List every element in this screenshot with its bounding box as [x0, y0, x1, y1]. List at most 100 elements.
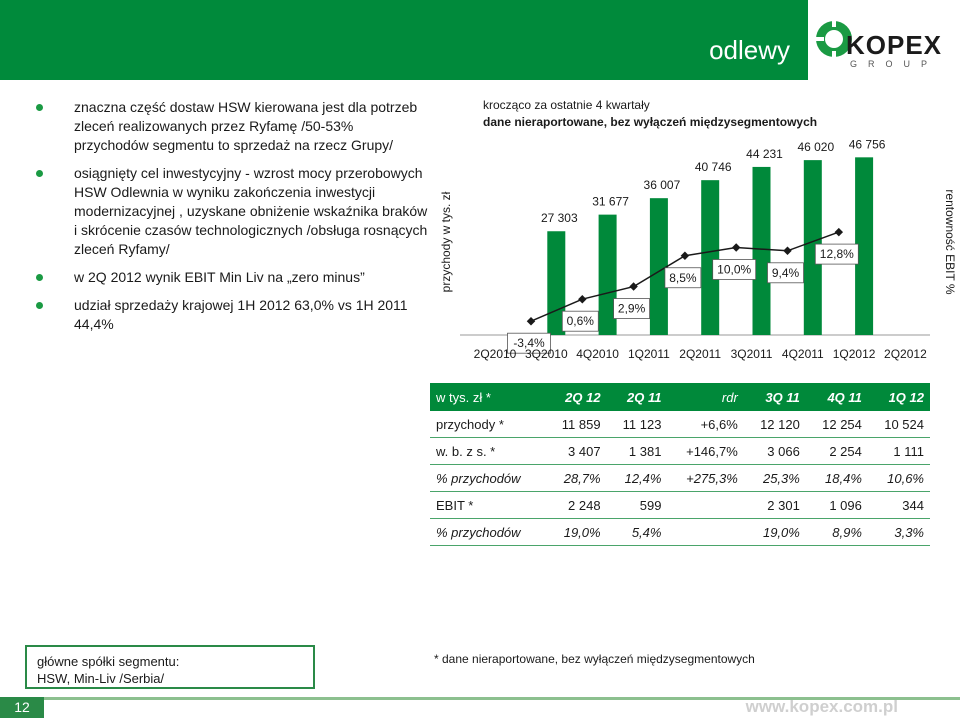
bullet-dot-icon [36, 302, 43, 309]
table-cell: 19,0% [545, 518, 607, 546]
table-cell: 10,6% [867, 464, 930, 492]
bullet-list: znaczna część dostaw HSW kierowana jest … [30, 98, 430, 343]
results-table-wrap: w tys. zł * 2Q 12 2Q 11 rdr 3Q 11 4Q 11 … [430, 383, 930, 546]
ebit-label-box [664, 267, 702, 289]
bullet-dot-icon [36, 170, 43, 177]
chart-note-1: krocząco za ostatnie 4 kwartały [483, 98, 650, 112]
ebit-label: 9,4% [772, 266, 800, 280]
table-cell: +146,7% [667, 437, 744, 465]
header-band [0, 0, 808, 80]
ebit-label-box [712, 259, 757, 280]
ebit-point [578, 294, 587, 304]
table-row: % przychodów 28,7% 12,4% +275,3% 25,3% 18,4% 1… [430, 464, 930, 492]
ebit-label-box [561, 310, 599, 332]
y2-axis-label: rentowność EBIT % [943, 189, 957, 294]
table-cell: przychody * [430, 411, 546, 438]
x-tick-label: 2Q2011 [679, 347, 721, 361]
table-cell: 11 123 [606, 411, 668, 438]
ebit-label: 2,9% [618, 302, 646, 316]
bar [803, 160, 822, 335]
table-cell: EBIT * [430, 491, 546, 519]
table-cell: 3 407 [545, 437, 607, 465]
table-cell: 1 111 [867, 437, 930, 465]
footnote: * dane nieraportowane, bez wyłączeń międ… [434, 652, 755, 666]
x-tick-label: 3Q2010 [525, 347, 568, 361]
x-tick-label: 4Q2011 [782, 347, 824, 361]
table-header-row: w tys. zł * 2Q 12 2Q 11 rdr 3Q 11 4Q 11 … [430, 383, 930, 411]
ebit-point [680, 251, 690, 260]
table-cell: 3 066 [743, 437, 806, 465]
table-cell: 11 859 [545, 411, 607, 438]
table-cell: w. b. z s. * [430, 437, 546, 465]
table-cell: 2 301 [743, 491, 806, 519]
companies-line-2: HSW, Min-Liv /Serbia/ [37, 671, 165, 686]
footer-divider [0, 697, 960, 700]
table-body: przychody * 11 859 11 123 +6,6% 12 120 12 254… [430, 411, 930, 546]
table-cell: 2 254 [805, 437, 868, 465]
bullet-item: w 2Q 2012 wynik EBIT Min Liv na „zero mi… [30, 268, 430, 287]
table-cell: 25,3% [743, 464, 806, 492]
bullet-item: osiągnięty cel inwestycyjny - wzrost moc… [30, 164, 430, 259]
table-cell: 3,3% [867, 518, 930, 546]
table-header: 1Q 12 [867, 383, 930, 411]
x-tick-label: 2Q2012 [884, 347, 927, 361]
page-title: odlewy [709, 35, 790, 65]
header-bar: odlewy KOPEX GROUP [0, 0, 960, 80]
ebit-point [629, 282, 638, 291]
ebit-label-box [767, 262, 804, 284]
table-cell: 10 524 [867, 411, 930, 438]
ebit-point [731, 243, 741, 252]
table-row: przychody * 11 859 11 123 +6,6% 12 120 12 254… [430, 411, 930, 438]
y-axis-label: przychody w tys. zł [439, 191, 453, 292]
ebit-label: 8,5% [669, 271, 697, 285]
table-cell: 28,7% [545, 464, 607, 492]
table-cell: 12,4% [606, 464, 668, 492]
ebit-point [783, 246, 792, 256]
bullet-item: znaczna część dostaw HSW kierowana jest … [30, 98, 430, 155]
table-cell: % przychodów [430, 518, 546, 546]
table-cell: +275,3% [667, 464, 744, 492]
x-tick-label: 2Q2010 [474, 347, 517, 361]
table-row: w. b. z s. * 3 407 1 381 +146,7% 3 066 2 254 1… [430, 437, 930, 465]
x-tick-label: 4Q2010 [576, 347, 619, 361]
ebit-point [834, 227, 844, 237]
table-cell: 344 [867, 491, 930, 519]
ebit-label-box [507, 332, 551, 354]
ebit-point [526, 316, 536, 326]
bar-label: 27 303 [541, 211, 578, 225]
table-cell: % przychodów [430, 464, 546, 492]
bar-label: 44 231 [746, 147, 783, 161]
table-cell: +6,6% [667, 411, 744, 438]
bullet-dot-icon [36, 274, 43, 281]
table-header: 2Q 12 [545, 383, 607, 411]
results-table: w tys. zł * 2Q 12 2Q 11 rdr 3Q 11 4Q 11 … [430, 383, 930, 546]
ebit-label: 12,8% [820, 247, 854, 261]
table-row: % przychodów 19,0% 5,4% 19,0% 8,9% 3,3% [430, 518, 930, 546]
bar [649, 198, 668, 335]
kopex-logo-icon [814, 17, 852, 61]
ebit-label-box [613, 298, 651, 319]
logo-name: KOPEX [846, 30, 943, 60]
x-tick-label: 3Q2011 [731, 347, 773, 361]
revenue-ebit-chart: 27 303 31 677 36 007 40 746 44 231 46 020 46 7… [439, 137, 957, 361]
table-cell: 19,0% [743, 518, 806, 546]
bar [701, 180, 720, 335]
table-cell: 2 248 [545, 491, 607, 519]
table-cell [667, 518, 744, 546]
bar-label: 46 020 [797, 140, 834, 154]
bar-label: 46 756 [849, 137, 886, 151]
table-header: 2Q 11 [606, 383, 668, 411]
ebit-label: 0,6% [567, 314, 595, 328]
table-header: 3Q 11 [743, 383, 806, 411]
bar-label: 36 007 [644, 178, 681, 192]
x-tick-label: 1Q2011 [628, 347, 670, 361]
page-number: 12 [0, 697, 44, 718]
website-link[interactable]: www.kopex.com.pl [745, 697, 898, 716]
bar [598, 214, 617, 335]
bar [855, 157, 874, 335]
table-cell: 18,4% [805, 464, 868, 492]
bullet-item: udział sprzedaży krajowej 1H 2012 63,0% … [30, 296, 430, 334]
table-cell: 599 [606, 491, 668, 519]
ebit-label: -3,4% [513, 336, 545, 350]
chart-note-2: dane nieraportowane, bez wyłączeń między… [483, 115, 818, 129]
